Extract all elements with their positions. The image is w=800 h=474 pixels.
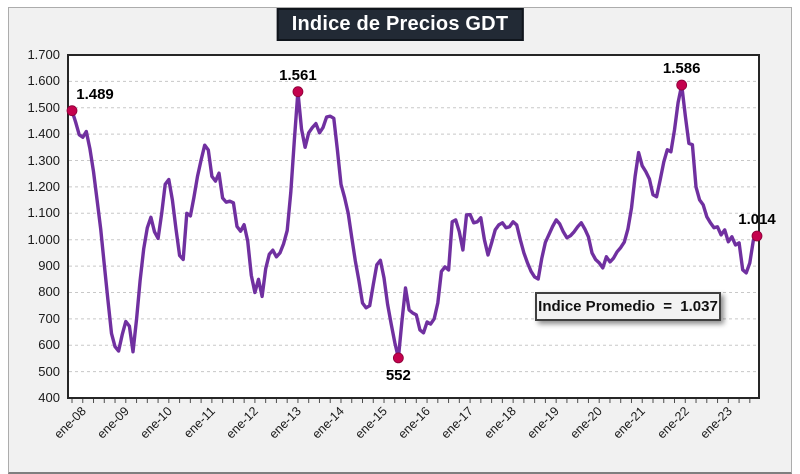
y-axis-label: 500	[38, 363, 60, 379]
plot-background	[68, 55, 759, 398]
y-axis-label: 1.300	[27, 152, 60, 168]
data-point-marker	[751, 230, 763, 242]
data-point-marker	[392, 352, 404, 364]
data-point-label: 1.586	[662, 60, 701, 78]
average-index-box: Indice Promedio = 1.037	[535, 292, 721, 321]
y-axis-label: 1.000	[27, 231, 60, 247]
plot-border	[67, 54, 760, 399]
data-point-label: 1.014	[738, 210, 776, 228]
data-point-label: 1.489	[76, 85, 114, 103]
y-axis-label: 600	[38, 337, 60, 353]
y-axis-label: 400	[38, 390, 60, 405]
y-axis-label: 900	[38, 258, 60, 274]
data-point-label: 1.561	[279, 66, 317, 84]
data-point-label: 552	[385, 366, 411, 384]
y-axis-label: 1.500	[27, 99, 60, 115]
y-axis-label: 1.700	[27, 47, 60, 62]
y-axis-label: 800	[38, 284, 60, 300]
y-axis-label: 700	[38, 310, 60, 326]
data-point-marker	[292, 86, 304, 98]
y-axis-label: 1.100	[27, 205, 60, 221]
y-axis-label: 1.200	[27, 178, 60, 194]
y-axis-label: 1.600	[27, 73, 60, 89]
chart-title: Indice de Precios GDT	[276, 8, 524, 41]
data-point-marker	[676, 79, 688, 91]
y-axis-label: 1.400	[27, 126, 60, 142]
price-line	[70, 83, 759, 360]
data-point-marker	[66, 105, 78, 117]
